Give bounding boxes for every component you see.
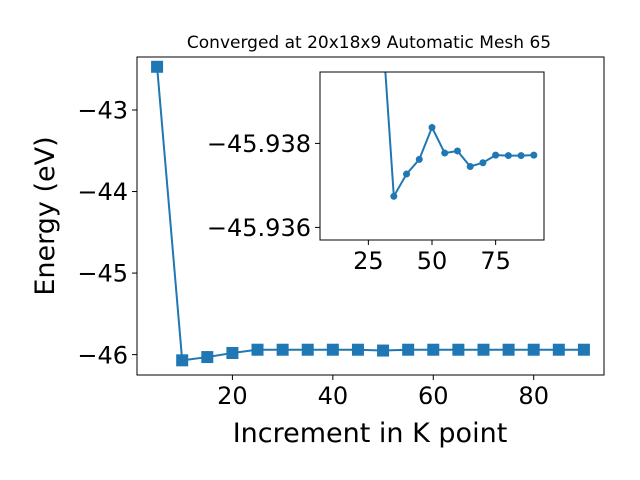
main-data-point	[251, 343, 264, 356]
chart-title: Converged at 20x18x9 Automatic Mesh 65	[187, 33, 551, 53]
main-x-tick-label: 20	[217, 382, 248, 410]
main-data-point	[377, 344, 390, 357]
main-chart: Converged at 20x18x9 Automatic Mesh 65 2…	[30, 33, 605, 449]
inset-data-point	[492, 151, 500, 159]
inset-data-point	[517, 152, 525, 160]
inset-data-point	[453, 147, 461, 155]
main-data-point	[201, 351, 214, 364]
main-data-point	[502, 343, 515, 356]
inset-y-tick-label: −45.938	[207, 130, 311, 158]
main-data-point	[452, 343, 465, 356]
x-axis-label: Increment in K point	[233, 418, 508, 449]
main-x-tick-label: 60	[418, 382, 449, 410]
main-data-point	[226, 346, 239, 359]
inset-data-point	[441, 149, 449, 157]
main-data-point	[577, 343, 590, 356]
main-y-tick-label: −45	[77, 260, 128, 288]
main-data-point	[527, 343, 540, 356]
inset-data-point	[390, 192, 398, 200]
main-data-point	[326, 343, 339, 356]
inset-data-point	[415, 155, 423, 163]
inset-y-axis: −45.938 −45.936	[207, 130, 320, 242]
inset-data-point	[504, 152, 512, 160]
main-data-point	[301, 343, 314, 356]
inset-data-point	[479, 159, 487, 167]
inset-y-tick-label: −45.936	[207, 214, 311, 242]
main-x-tick-label: 80	[518, 382, 549, 410]
inset-data-point	[378, 6, 385, 13]
main-axes-frame	[136, 56, 605, 376]
inset-data-point	[428, 123, 436, 131]
main-plot-area	[151, 60, 590, 367]
main-y-tick-label: −43	[77, 97, 128, 125]
main-data-point	[552, 343, 565, 356]
main-data-point	[151, 60, 164, 73]
main-y-axis: −43 −44 −45 −46	[77, 97, 137, 369]
main-data-point	[176, 354, 189, 367]
inset-x-axis: 25 50 75	[353, 240, 511, 275]
main-y-tick-label: −44	[77, 178, 128, 206]
inset-data-point	[466, 163, 474, 170]
inset-plot-area	[378, 6, 538, 200]
main-x-tick-label: 40	[318, 382, 349, 410]
inset-data-point	[530, 151, 538, 159]
inset-chart: 25 50 75 −45.938 −45.936	[207, 6, 545, 275]
inset-x-tick-label: 25	[353, 247, 384, 275]
inset-x-tick-label: 50	[417, 247, 448, 275]
main-x-axis: 20 40 60 80	[217, 375, 549, 410]
y-axis-label: Energy (eV)	[30, 136, 61, 295]
main-data-point	[276, 343, 289, 356]
main-data-point	[427, 343, 440, 356]
main-data-point	[351, 343, 364, 356]
inset-x-tick-label: 75	[480, 247, 511, 275]
inset-data-point	[403, 170, 411, 178]
main-y-tick-label: −46	[77, 341, 128, 369]
main-data-point	[477, 343, 490, 356]
main-data-point	[402, 343, 415, 356]
